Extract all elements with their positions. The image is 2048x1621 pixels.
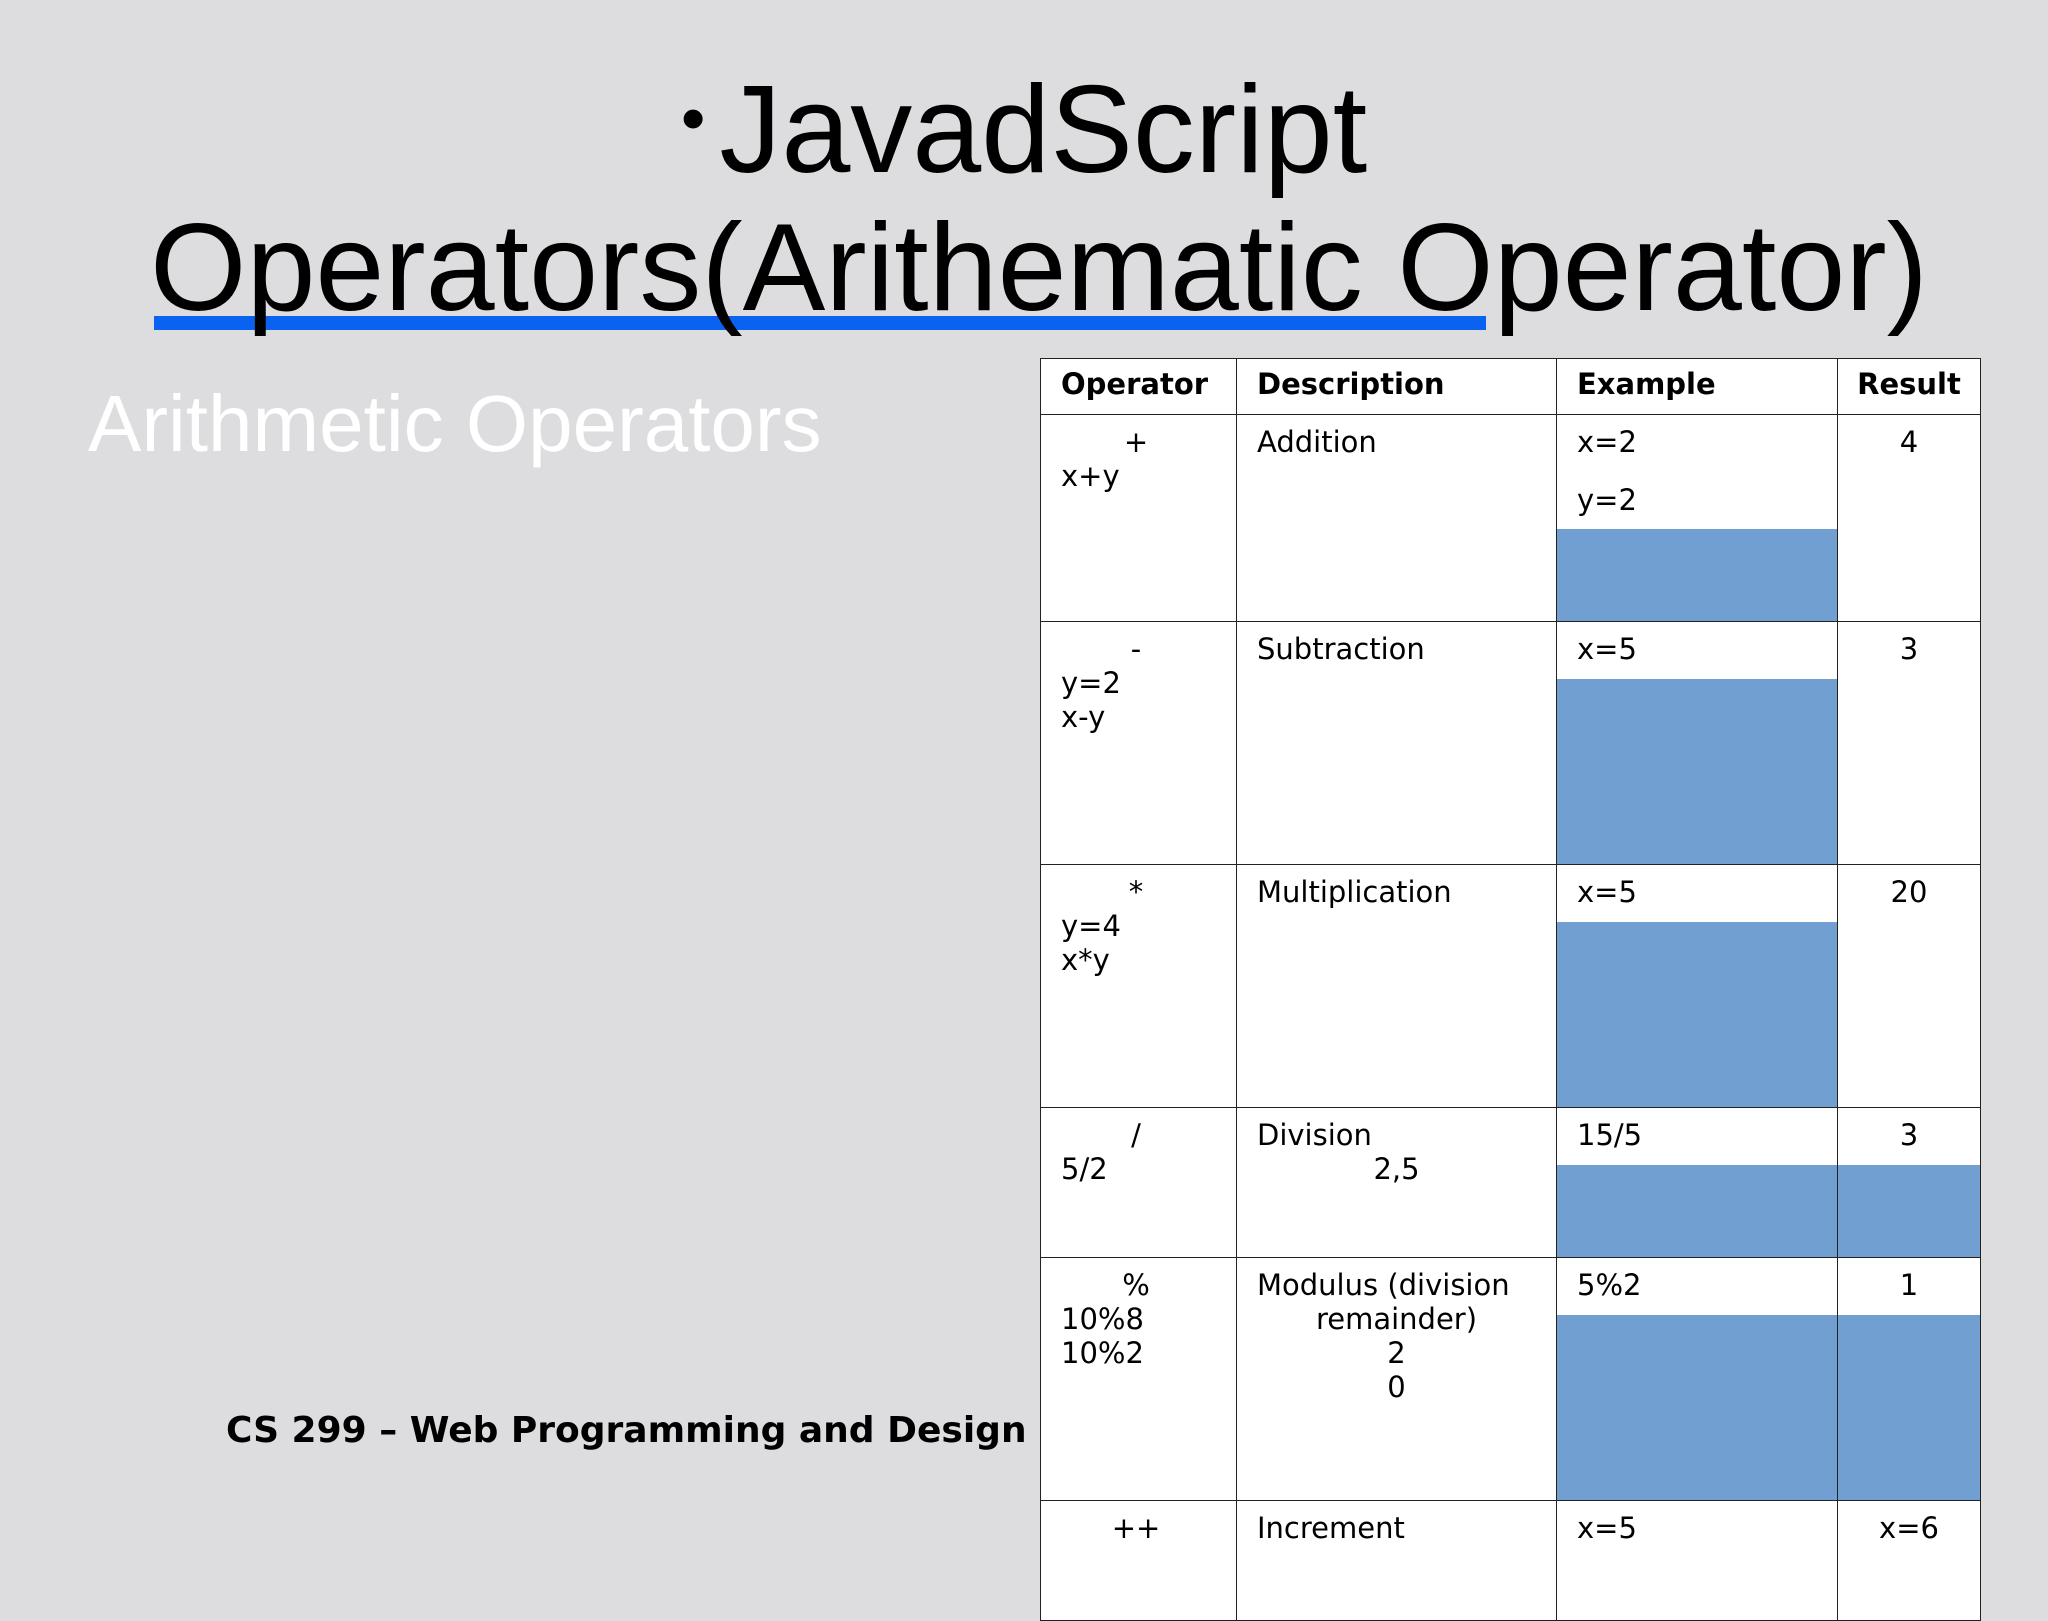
result-value: x=6 <box>1879 1511 1939 1545</box>
operator-cell: - y=2 x-y <box>1040 621 1237 865</box>
operator-expression: x-y <box>1061 700 1106 734</box>
operator-cell: * y=4 x*y <box>1040 864 1237 1108</box>
result-cell: 1 <box>1837 1257 1981 1501</box>
operator-cell: % 10%8 10%2 <box>1040 1257 1237 1501</box>
description-text: Subtraction <box>1257 632 1425 666</box>
result-value: 20 <box>1890 875 1928 909</box>
highlight-block <box>1557 922 1837 1107</box>
operator-symbol: + <box>1123 425 1149 459</box>
header-result: Result <box>1837 358 1981 415</box>
description-cell: Modulus (division remainder) 2 0 <box>1236 1257 1557 1501</box>
table-row: + x+y Addition x=2 y=2 4 <box>1040 414 1981 622</box>
description-cell: Addition <box>1236 414 1557 622</box>
example-value: y=2 <box>1577 483 1637 517</box>
result-cell: 3 <box>1837 1107 1981 1258</box>
operator-expression: x+y <box>1061 459 1120 493</box>
description-text: Addition <box>1257 425 1377 459</box>
operator-symbol: % <box>1122 1268 1150 1302</box>
description-text: Increment <box>1257 1511 1405 1545</box>
highlight-block <box>1557 529 1837 621</box>
operator-symbol: - <box>1130 632 1142 666</box>
result-cell: 4 <box>1837 414 1981 622</box>
example-value: 5%2 <box>1577 1268 1642 1302</box>
operator-cell: ++ <box>1040 1500 1237 1621</box>
table-header-row: Operator Description Example Result <box>1040 358 1981 415</box>
operator-expression: y=4 <box>1061 909 1121 943</box>
slide-title-line1: • JavadScript <box>0 48 2048 200</box>
example-cell: x=5 <box>1556 621 1838 865</box>
description-extra: 2,5 <box>1373 1152 1420 1186</box>
description-cell: Multiplication <box>1236 864 1557 1108</box>
operator-cell: + x+y <box>1040 414 1237 622</box>
description-text: Division <box>1257 1118 1372 1152</box>
example-cell: x=5 <box>1556 864 1838 1108</box>
bullet-icon: • <box>680 79 706 157</box>
example-value: x=5 <box>1577 1511 1637 1545</box>
highlight-block <box>1557 1315 1837 1500</box>
title-text-line1: JavadScript <box>719 61 1368 199</box>
highlight-block <box>1838 1315 1980 1500</box>
example-cell: 15/5 <box>1556 1107 1838 1258</box>
table-row: % 10%8 10%2 Modulus (division remainder)… <box>1040 1257 1981 1501</box>
description-text: Multiplication <box>1257 875 1452 909</box>
table-row: / 5/2 Division 2,5 15/5 3 <box>1040 1107 1981 1258</box>
operator-symbol: / <box>1131 1118 1141 1152</box>
result-value: 3 <box>1899 1118 1919 1152</box>
description-extra: 2 <box>1387 1336 1406 1370</box>
description-cell: Division 2,5 <box>1236 1107 1557 1258</box>
example-value: x=2 <box>1577 425 1637 459</box>
slide-title-line2: Operators(Arithematic Operator) <box>150 199 1928 337</box>
table-row: ++ Increment x=5 x=6 <box>1040 1500 1981 1621</box>
result-cell: x=6 <box>1837 1500 1981 1621</box>
example-cell: 5%2 <box>1556 1257 1838 1501</box>
slide-subtitle: Arithmetic Operators <box>88 379 822 468</box>
operators-table: Operator Description Example Result + x+… <box>1040 358 1981 1621</box>
operator-cell: / 5/2 <box>1040 1107 1237 1258</box>
result-value: 1 <box>1899 1268 1919 1302</box>
operator-expression: y=2 <box>1061 666 1121 700</box>
operator-expression: x*y <box>1061 943 1110 977</box>
table-row: * y=4 x*y Multiplication x=5 20 <box>1040 864 1981 1108</box>
operator-expression: 10%2 <box>1061 1336 1144 1370</box>
result-cell: 20 <box>1837 864 1981 1108</box>
description-extra: 0 <box>1387 1370 1406 1404</box>
highlight-block <box>1557 1165 1837 1257</box>
description-cell: Increment <box>1236 1500 1557 1621</box>
header-description: Description <box>1236 358 1557 415</box>
operator-symbol: * <box>1128 875 1144 909</box>
result-value: 4 <box>1899 425 1919 459</box>
table-row: - y=2 x-y Subtraction x=5 3 <box>1040 621 1981 865</box>
description-extra: remainder) <box>1315 1302 1478 1336</box>
description-text: Modulus (division <box>1257 1268 1510 1302</box>
example-cell: x=5 <box>1556 1500 1838 1621</box>
highlight-block <box>1557 679 1837 864</box>
example-cell: x=2 y=2 <box>1556 414 1838 622</box>
operator-symbol: ++ <box>1111 1511 1161 1545</box>
header-operator: Operator <box>1040 358 1237 415</box>
example-value: x=5 <box>1577 632 1637 666</box>
result-cell: 3 <box>1837 621 1981 865</box>
slide-footer: CS 299 – Web Programming and Design <box>226 1410 1027 1451</box>
title-underline <box>154 316 1486 330</box>
header-example: Example <box>1556 358 1838 415</box>
example-value: x=5 <box>1577 875 1637 909</box>
operator-expression: 10%8 <box>1061 1302 1144 1336</box>
operator-expression: 5/2 <box>1061 1152 1108 1186</box>
description-cell: Subtraction <box>1236 621 1557 865</box>
highlight-block <box>1838 1165 1980 1257</box>
result-value: 3 <box>1899 632 1919 666</box>
example-value: 15/5 <box>1577 1118 1643 1152</box>
